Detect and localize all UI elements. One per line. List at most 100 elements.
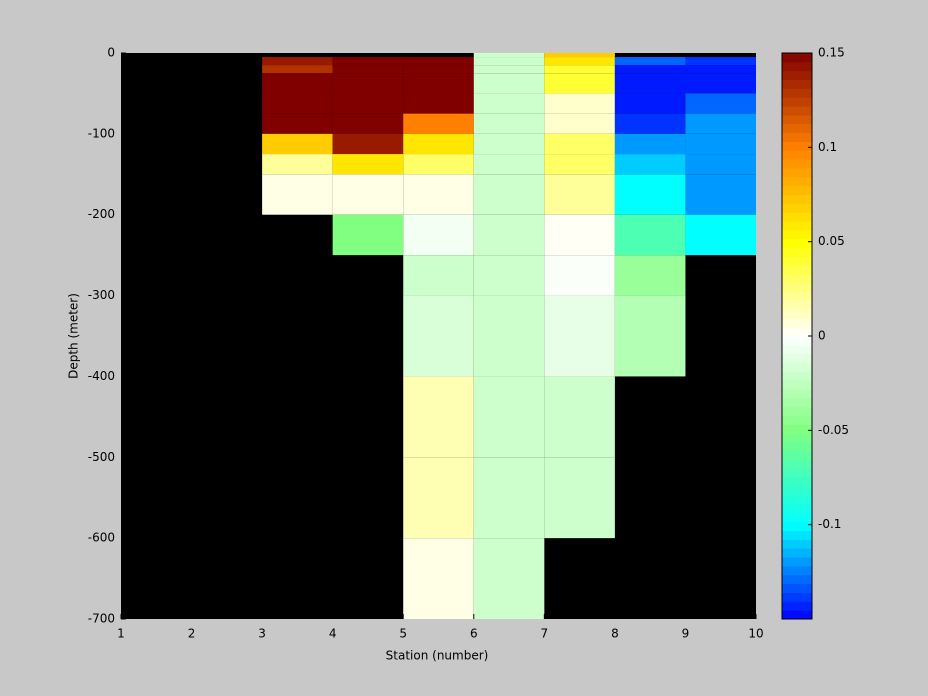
cell <box>544 113 615 134</box>
y-tick-label: -400 <box>88 369 115 383</box>
colorbar-swatch <box>782 548 812 558</box>
cell <box>332 154 404 175</box>
colorbar-swatch <box>782 539 812 549</box>
y-tick-label: -100 <box>88 126 115 140</box>
y-tick-label: -200 <box>88 207 115 221</box>
colorbar-swatch <box>782 371 812 381</box>
colorbar-swatch <box>782 300 812 310</box>
colorbar-tick-label: -0.1 <box>818 517 841 531</box>
cell <box>403 65 474 74</box>
cell <box>614 255 686 296</box>
cell <box>473 336 545 377</box>
cell <box>332 73 404 94</box>
colorbar-swatch <box>782 389 812 399</box>
colorbar-swatch <box>782 336 812 346</box>
colorbar-swatch <box>782 159 812 169</box>
cell <box>473 53 545 58</box>
cell <box>403 113 474 134</box>
colorbar-swatch <box>782 450 812 461</box>
colorbar-swatch <box>782 123 812 134</box>
cell <box>544 154 615 175</box>
cell <box>614 174 686 215</box>
colorbar-swatch <box>782 167 812 178</box>
cell <box>403 93 474 114</box>
colorbar-swatch <box>782 459 812 470</box>
colorbar-swatch <box>782 194 812 204</box>
cell <box>473 113 545 134</box>
x-tick-label: 3 <box>258 627 266 641</box>
colorbar-swatch <box>782 583 812 593</box>
cell <box>614 73 686 94</box>
colorbar-swatch <box>782 565 812 576</box>
cell <box>262 174 333 215</box>
colorbar-swatch <box>782 530 812 540</box>
cell <box>685 113 756 134</box>
colorbar-swatch <box>782 327 812 337</box>
colorbar-tick-label: 0.1 <box>818 140 837 154</box>
cell <box>332 65 404 74</box>
colorbar-swatch <box>782 495 812 505</box>
x-tick-label: 4 <box>329 627 337 641</box>
cell <box>473 295 545 336</box>
colorbar-swatch <box>782 512 812 523</box>
colorbar-swatch <box>782 203 812 213</box>
cell <box>403 174 474 215</box>
cell <box>262 65 333 74</box>
colorbar-swatch <box>782 256 812 266</box>
cell <box>544 336 615 377</box>
y-tick-label: -600 <box>88 531 115 545</box>
cell <box>473 376 545 458</box>
cell <box>473 255 545 296</box>
cell <box>614 214 686 256</box>
cell <box>544 376 615 458</box>
x-tick-label: 6 <box>470 627 478 641</box>
cell <box>685 133 756 155</box>
colorbar-swatch <box>782 221 812 231</box>
colorbar-swatch <box>782 592 812 602</box>
cell <box>614 65 686 74</box>
colorbar-swatch <box>782 397 812 408</box>
cell <box>544 295 615 336</box>
colorbar-swatch <box>782 557 812 567</box>
cell <box>262 154 333 175</box>
cell <box>332 113 404 134</box>
cell <box>544 93 615 114</box>
cell <box>473 214 545 256</box>
cell <box>614 57 686 66</box>
cell <box>473 154 545 175</box>
colorbar-swatch <box>782 247 812 257</box>
cell <box>685 214 756 256</box>
cell <box>685 73 756 94</box>
cell <box>473 93 545 114</box>
cell <box>473 457 545 539</box>
cell <box>685 57 756 66</box>
colorbar-swatch <box>782 477 812 487</box>
cell <box>262 93 333 114</box>
colorbar-swatch <box>782 433 812 443</box>
colorbar-swatch <box>782 309 812 319</box>
cell <box>403 73 474 94</box>
colorbar-tick-label: 0 <box>818 329 826 343</box>
cell <box>332 93 404 114</box>
cell <box>262 73 333 94</box>
cell <box>473 65 545 74</box>
x-tick-label: 1 <box>117 627 125 641</box>
colorbar-swatch <box>782 344 812 355</box>
cell <box>403 538 474 619</box>
colorbar-swatch <box>782 114 812 125</box>
colorbar-tick-label: -0.05 <box>818 423 849 437</box>
cell <box>544 457 615 539</box>
cell <box>262 113 333 134</box>
cell <box>614 336 686 377</box>
cell <box>685 154 756 175</box>
colorbar-swatch <box>782 274 812 284</box>
x-tick-label: 7 <box>541 627 549 641</box>
cell <box>403 57 474 66</box>
colorbar-swatch <box>782 150 812 160</box>
x-tick-label: 9 <box>682 627 690 641</box>
colorbar-swatch <box>782 176 812 187</box>
cell <box>544 73 615 94</box>
y-tick-label: -500 <box>88 450 115 464</box>
colorbar-swatch <box>782 318 812 328</box>
